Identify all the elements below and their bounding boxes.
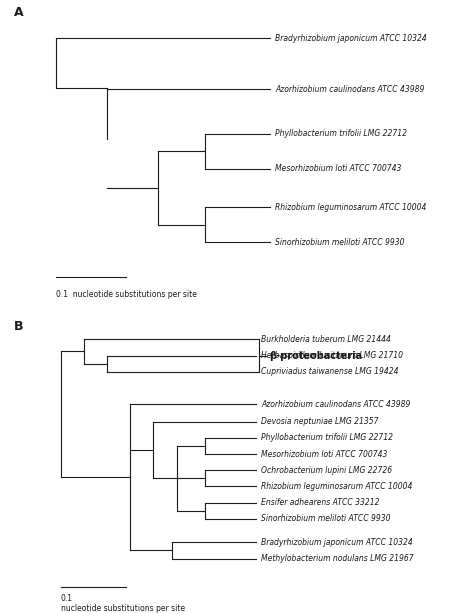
Text: Sinorhizobium meliloti ATCC 9930: Sinorhizobium meliloti ATCC 9930	[275, 238, 405, 247]
Text: Bradyrhizobium japonicum ATCC 10324: Bradyrhizobium japonicum ATCC 10324	[261, 538, 413, 547]
Text: A: A	[14, 6, 24, 20]
Text: Phyllobacterium trifolii LMG 22712: Phyllobacterium trifolii LMG 22712	[275, 129, 407, 139]
Text: Burkholderia tuberum LMG 21444: Burkholderia tuberum LMG 21444	[261, 335, 391, 344]
Text: Rhizobium leguminosarum ATCC 10004: Rhizobium leguminosarum ATCC 10004	[275, 203, 427, 211]
Text: Herbaspirillum lusitanum LMG 21710: Herbaspirillum lusitanum LMG 21710	[261, 351, 403, 360]
Text: Cupriviadus taiwanense LMG 19424: Cupriviadus taiwanense LMG 19424	[261, 367, 399, 376]
Text: 0.1  nucleotide substitutions per site: 0.1 nucleotide substitutions per site	[56, 290, 197, 299]
Text: Phyllobacterium trifolii LMG 22712: Phyllobacterium trifolii LMG 22712	[261, 433, 393, 443]
Text: Azorhizobium caulinodans ATCC 43989: Azorhizobium caulinodans ATCC 43989	[275, 85, 425, 94]
Text: 0.1
nucleotide substitutions per site: 0.1 nucleotide substitutions per site	[61, 594, 185, 613]
Text: β-proteobacteria: β-proteobacteria	[269, 351, 362, 360]
Text: Mesorhizobium loti ATCC 700743: Mesorhizobium loti ATCC 700743	[261, 449, 388, 459]
Text: Azorhizobium caulinodans ATCC 43989: Azorhizobium caulinodans ATCC 43989	[261, 400, 410, 409]
Text: Bradyrhizobium japonicum ATCC 10324: Bradyrhizobium japonicum ATCC 10324	[275, 34, 427, 43]
Text: Ochrobacterium lupini LMG 22726: Ochrobacterium lupini LMG 22726	[261, 466, 392, 475]
Text: Mesorhizobium loti ATCC 700743: Mesorhizobium loti ATCC 700743	[275, 164, 401, 173]
Text: Sinorhizobium meliloti ATCC 9930: Sinorhizobium meliloti ATCC 9930	[261, 514, 391, 524]
Text: Devosia neptuniae LMG 21357: Devosia neptuniae LMG 21357	[261, 417, 379, 426]
Text: Methylobacterium nodulans LMG 21967: Methylobacterium nodulans LMG 21967	[261, 554, 414, 563]
Text: B: B	[14, 320, 24, 333]
Text: Rhizobium leguminosarum ATCC 10004: Rhizobium leguminosarum ATCC 10004	[261, 482, 413, 491]
Text: Ensifer adhearens ATCC 33212: Ensifer adhearens ATCC 33212	[261, 498, 380, 507]
